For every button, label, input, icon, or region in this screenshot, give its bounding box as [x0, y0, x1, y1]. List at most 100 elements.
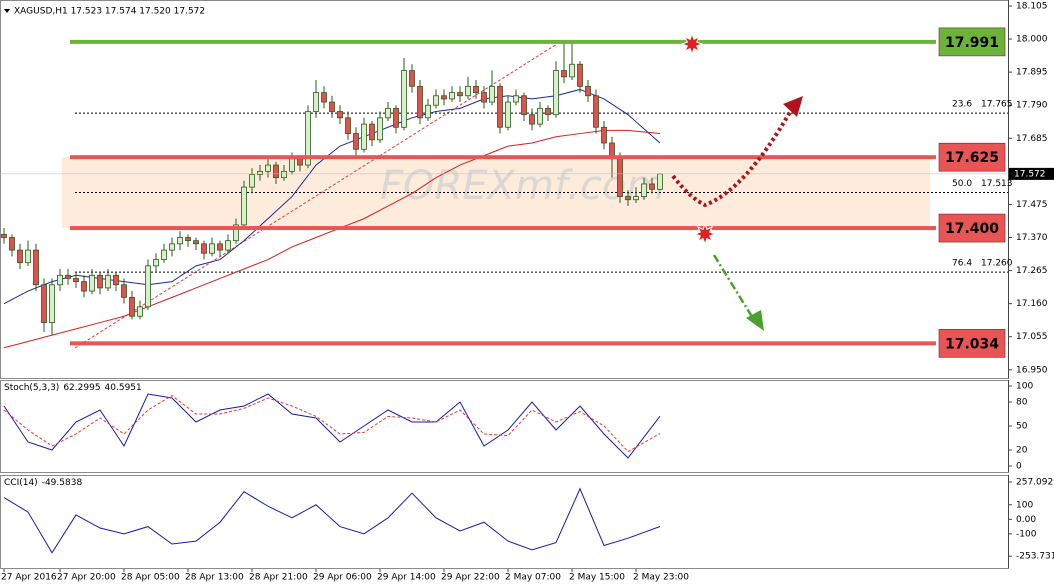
price-box: [1009, 167, 1054, 180]
y-tick-label: 0.00: [1016, 515, 1036, 525]
candle-body: [441, 95, 447, 100]
candle-body: [337, 111, 343, 119]
break-marker: [693, 222, 717, 246]
candle-body: [353, 133, 359, 150]
y-tick-label: 18.000: [1016, 35, 1048, 45]
candle-body: [1, 233, 7, 238]
candle-body: [265, 164, 271, 172]
candle-body: [185, 237, 191, 242]
indicator-line: [3, 487, 661, 554]
candle-body: [529, 114, 535, 125]
x-tick-label: 28 Apr 05:00: [121, 573, 180, 583]
candle-body: [305, 111, 311, 166]
fib-ratio: 23.6: [952, 100, 972, 110]
candle-body: [17, 249, 23, 264]
candle-body: [385, 107, 391, 119]
candle-body: [89, 274, 95, 292]
candle-body: [209, 243, 215, 254]
candle-body: [633, 196, 639, 201]
x-tick-label: 29 Apr 22:00: [441, 573, 500, 583]
x-tick-label: 28 Apr 13:00: [185, 573, 244, 583]
candle-body: [585, 85, 591, 97]
candle-body: [193, 240, 199, 245]
level-box: [938, 27, 1006, 57]
annotations: [671, 32, 803, 331]
candle-body: [561, 70, 567, 78]
header: XAGUSD,H1 17.523 17.574 17.520 17.572: [14, 7, 205, 17]
header-triangle: [4, 9, 10, 13]
candle-body: [25, 249, 31, 264]
y-tick-label: 17.685: [1016, 134, 1048, 144]
panel-name: Stoch(5,3,3): [4, 383, 59, 393]
x-tick-label: 28 Apr 21:00: [249, 573, 308, 583]
y-tick-label: 50: [1016, 422, 1028, 432]
bull-arrowhead: [783, 96, 803, 117]
candle-body: [153, 259, 159, 267]
candle-body: [401, 70, 407, 128]
candle-body: [145, 265, 151, 308]
bear-arrowhead: [746, 310, 764, 331]
candle-body: [641, 183, 647, 197]
y-tick-label: 17.160: [1016, 299, 1048, 309]
candle-body: [393, 107, 399, 128]
fib-price: 17.513: [981, 179, 1013, 189]
candle-body: [433, 95, 439, 106]
level-line: [70, 155, 936, 160]
level-label: 17.400: [945, 221, 999, 237]
candle-body: [521, 95, 527, 116]
panel-value: 40.5951: [105, 383, 142, 393]
candle-body: [97, 274, 103, 289]
candle-body: [449, 92, 455, 100]
candle-body: [249, 174, 255, 188]
candle-body: [121, 284, 127, 298]
panel-value: 62.2995: [63, 383, 100, 393]
bull-arrow: [671, 111, 792, 208]
candle-body: [137, 306, 143, 317]
level-line: [70, 226, 936, 231]
candle-body: [473, 85, 479, 94]
current-price: 17.572: [1014, 169, 1046, 179]
y-tick-label: 17.790: [1016, 101, 1048, 111]
y-tick-label: 17.055: [1016, 332, 1048, 342]
y-tick-label: 100: [1016, 382, 1033, 392]
candle-body: [225, 240, 231, 251]
candle-body: [345, 117, 351, 134]
candle-body: [169, 243, 175, 251]
y-tick-label: -253.7315: [1016, 552, 1054, 562]
candle-body: [289, 158, 295, 172]
candle-body: [281, 170, 287, 179]
candle-body: [361, 123, 367, 150]
level-line: [70, 341, 936, 346]
level-label: 17.625: [945, 150, 999, 166]
candle-body: [217, 243, 223, 251]
candle-body: [257, 170, 263, 175]
candle-body: [513, 95, 519, 103]
x-tick-label: 2 May 23:00: [633, 573, 689, 583]
x-tick-label: 29 Apr 14:00: [377, 573, 436, 583]
candle-body: [569, 63, 575, 78]
candle-body: [417, 85, 423, 119]
candle-body: [81, 281, 87, 292]
candle-body: [297, 158, 303, 166]
candle-body: [57, 274, 63, 286]
candle-body: [129, 296, 135, 317]
candle-body: [65, 274, 71, 279]
candle-body: [233, 224, 239, 242]
candle-body: [73, 278, 79, 283]
candle-body: [201, 243, 207, 254]
candle-body: [321, 92, 327, 103]
candle-body: [313, 92, 319, 112]
x-tick-label: 27 Apr 2016: [1, 573, 57, 583]
panel-title: CCI(14) -49.5838: [4, 478, 82, 488]
candle-body: [161, 249, 167, 260]
candle-body: [49, 284, 55, 323]
level-line: [70, 39, 936, 44]
candle-body: [657, 173, 663, 190]
candle-body: [617, 158, 623, 197]
level-box: [938, 142, 1006, 172]
indicator-line: [3, 129, 661, 349]
candle-body: [9, 237, 15, 251]
candle-body: [113, 274, 119, 286]
candle-body: [537, 107, 543, 125]
candle-body: [457, 92, 463, 97]
